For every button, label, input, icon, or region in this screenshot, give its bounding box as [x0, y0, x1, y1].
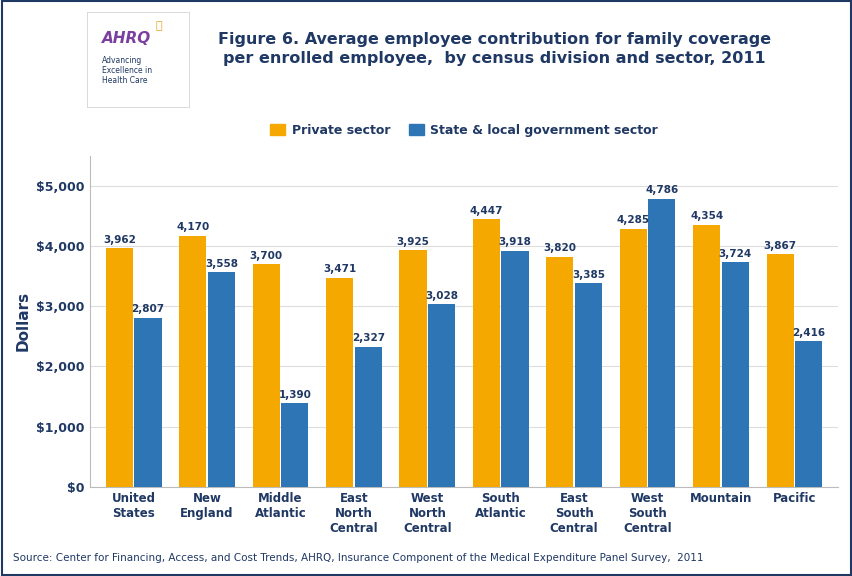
Bar: [648, 199, 675, 487]
Bar: [354, 347, 382, 487]
Text: 3,700: 3,700: [250, 251, 282, 260]
Bar: [135, 318, 161, 487]
Text: 3,867: 3,867: [763, 241, 796, 251]
Legend: Private sector, State & local government sector: Private sector, State & local government…: [265, 119, 662, 142]
Bar: [721, 263, 748, 487]
Text: 4,285: 4,285: [616, 215, 649, 225]
Text: Source: Center for Financing, Access, and Cost Trends, AHRQ, Insurance Component: Source: Center for Financing, Access, an…: [13, 554, 702, 563]
Text: 3,925: 3,925: [396, 237, 429, 247]
Bar: [106, 248, 133, 487]
Bar: [693, 225, 719, 487]
Text: Figure 6. Average employee contribution for family coverage
per enrolled employe: Figure 6. Average employee contribution …: [218, 32, 770, 66]
Bar: [325, 278, 353, 487]
Text: 4,354: 4,354: [689, 211, 722, 221]
Bar: [545, 257, 573, 487]
Text: 3,918: 3,918: [498, 237, 531, 248]
Bar: [281, 403, 308, 487]
Text: 3,471: 3,471: [323, 264, 356, 274]
Text: AHRQ: AHRQ: [102, 31, 152, 46]
Bar: [428, 304, 455, 487]
Text: 3,820: 3,820: [543, 244, 576, 253]
Text: 1,390: 1,390: [278, 390, 311, 400]
Bar: [179, 236, 206, 487]
Text: Advancing
Excellence in
Health Care: Advancing Excellence in Health Care: [102, 55, 153, 85]
Bar: [252, 264, 279, 487]
Text: 4,786: 4,786: [644, 185, 677, 195]
Text: 3,558: 3,558: [204, 259, 238, 269]
Text: 4,170: 4,170: [176, 222, 209, 232]
Text: 2,416: 2,416: [792, 328, 825, 338]
Bar: [766, 254, 792, 487]
Bar: [472, 219, 499, 487]
Text: 3,724: 3,724: [718, 249, 751, 259]
Bar: [399, 251, 426, 487]
Text: 3,962: 3,962: [103, 235, 135, 245]
Text: 3,385: 3,385: [572, 270, 604, 279]
Bar: [574, 283, 602, 487]
Text: 3,028: 3,028: [424, 291, 458, 301]
Bar: [501, 251, 528, 487]
Text: 2,807: 2,807: [131, 304, 164, 314]
Text: 4,447: 4,447: [469, 206, 503, 215]
Bar: [794, 341, 821, 487]
Bar: [619, 229, 646, 487]
Text: ⚕: ⚕: [41, 45, 56, 73]
Bar: [208, 272, 234, 487]
Text: 2,327: 2,327: [351, 334, 384, 343]
Y-axis label: Dollars: Dollars: [15, 291, 31, 351]
Text: ⌒: ⌒: [155, 21, 162, 31]
